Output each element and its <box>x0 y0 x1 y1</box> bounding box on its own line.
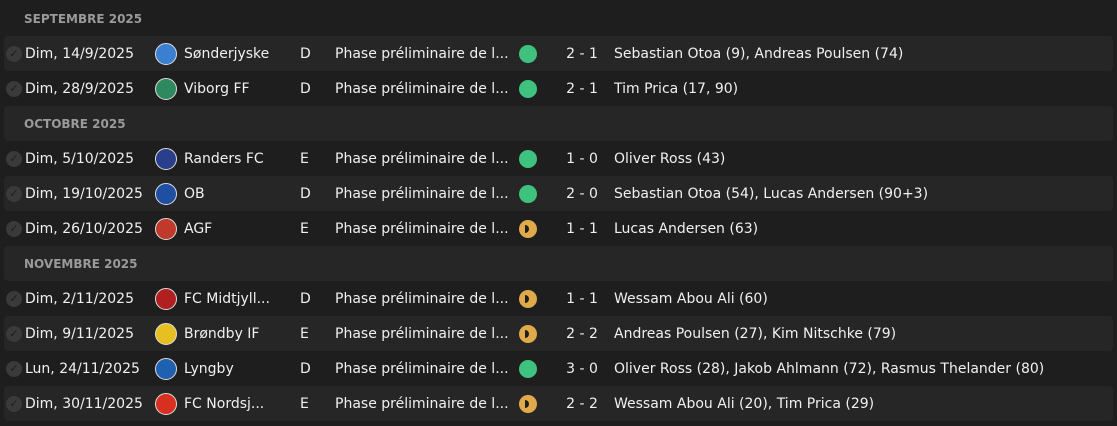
draw-result-icon <box>519 219 537 238</box>
venue: D <box>300 80 311 97</box>
scorers: Wessam Abou Ali (20), Tim Prica (29) <box>614 395 875 412</box>
venue: D <box>300 45 311 62</box>
check-icon: ✓ <box>6 185 22 202</box>
competition[interactable]: Phase préliminaire de l... <box>335 185 509 202</box>
scorers: Andreas Poulsen (27), Kim Nitschke (79) <box>614 325 897 342</box>
score[interactable]: 2 - 0 <box>566 185 598 202</box>
scorers: Sebastian Otoa (54), Lucas Andersen (90+… <box>614 185 929 202</box>
win-result-icon <box>519 44 537 63</box>
match-date: Lun, 24/11/2025 <box>25 360 140 377</box>
score[interactable]: 2 - 1 <box>566 80 598 97</box>
scorers: Oliver Ross (43) <box>614 150 726 167</box>
team-crest-icon <box>155 182 177 205</box>
score[interactable]: 2 - 2 <box>566 325 598 342</box>
score[interactable]: 3 - 0 <box>566 360 598 377</box>
team-crest-icon <box>155 217 177 240</box>
win-result-icon <box>519 184 537 203</box>
venue: D <box>300 185 311 202</box>
score[interactable]: 2 - 2 <box>566 395 598 412</box>
check-icon: ✓ <box>6 290 22 307</box>
venue: D <box>300 360 311 377</box>
month-header: SEPTEMBRE 2025 <box>24 11 143 26</box>
month-header: NOVEMBRE 2025 <box>4 246 1113 281</box>
opponent-name[interactable]: Randers FC <box>184 150 264 167</box>
opponent-name[interactable]: Brøndby IF <box>184 325 260 342</box>
match-date: Dim, 26/10/2025 <box>25 220 143 237</box>
win-result-icon <box>519 359 537 378</box>
match-date: Dim, 28/9/2025 <box>25 80 134 97</box>
team-crest-icon <box>155 357 177 380</box>
match-date: Dim, 30/11/2025 <box>25 395 143 412</box>
draw-result-icon <box>519 394 537 413</box>
team-crest-icon <box>155 392 177 415</box>
match-date: Dim, 19/10/2025 <box>25 185 143 202</box>
match-row[interactable]: ✓ Dim, 14/9/2025 Sønderjyske D Phase pré… <box>4 36 1113 71</box>
opponent-name[interactable]: FC Nordsj... <box>184 395 265 412</box>
venue: E <box>300 220 309 237</box>
score[interactable]: 2 - 1 <box>566 45 598 62</box>
check-icon: ✓ <box>6 360 22 377</box>
match-row[interactable]: ✓ Lun, 24/11/2025 Lyngby D Phase prélimi… <box>4 351 1113 386</box>
check-icon: ✓ <box>6 220 22 237</box>
team-crest-icon <box>155 42 177 65</box>
check-icon: ✓ <box>6 150 22 167</box>
win-result-icon <box>519 79 537 98</box>
match-row[interactable]: ✓ Dim, 19/10/2025 OB D Phase préliminair… <box>4 176 1113 211</box>
competition[interactable]: Phase préliminaire de l... <box>335 150 509 167</box>
match-date: Dim, 14/9/2025 <box>25 45 134 62</box>
venue: E <box>300 150 309 167</box>
score[interactable]: 1 - 1 <box>566 220 598 237</box>
scorers: Lucas Andersen (63) <box>614 220 759 237</box>
venue: E <box>300 325 309 342</box>
score[interactable]: 1 - 0 <box>566 150 598 167</box>
opponent-name[interactable]: Viborg FF <box>184 80 250 97</box>
check-icon: ✓ <box>6 395 22 412</box>
match-row[interactable]: ✓ Dim, 9/11/2025 Brøndby IF E Phase prél… <box>4 316 1113 351</box>
scorers: Oliver Ross (28), Jakob Ahlmann (72), Ra… <box>614 360 1045 377</box>
match-date: Dim, 9/11/2025 <box>25 325 134 342</box>
opponent-name[interactable]: AGF <box>184 220 213 237</box>
opponent-name[interactable]: Lyngby <box>184 360 234 377</box>
scorers: Tim Prica (17, 90) <box>614 80 739 97</box>
draw-result-icon <box>519 324 537 343</box>
match-date: Dim, 5/10/2025 <box>25 150 134 167</box>
check-icon: ✓ <box>6 325 22 342</box>
competition[interactable]: Phase préliminaire de l... <box>335 290 509 307</box>
opponent-name[interactable]: Sønderjyske <box>184 45 270 62</box>
win-result-icon <box>519 149 537 168</box>
month-header: OCTOBRE 2025 <box>4 106 1113 141</box>
match-row[interactable]: ✓ Dim, 2/11/2025 FC Midtjyll... D Phase … <box>4 281 1113 316</box>
check-icon: ✓ <box>6 45 22 62</box>
match-row[interactable]: ✓ Dim, 5/10/2025 Randers FC E Phase prél… <box>4 141 1113 176</box>
match-row[interactable]: ✓ Dim, 30/11/2025 FC Nordsj... E Phase p… <box>4 386 1113 421</box>
check-icon: ✓ <box>6 80 22 97</box>
draw-result-icon <box>519 289 537 308</box>
team-crest-icon <box>155 287 177 310</box>
team-crest-icon <box>155 77 177 100</box>
team-crest-icon <box>155 322 177 345</box>
competition[interactable]: Phase préliminaire de l... <box>335 360 509 377</box>
team-crest-icon <box>155 147 177 170</box>
opponent-name[interactable]: FC Midtjyll... <box>184 290 270 307</box>
opponent-name[interactable]: OB <box>184 185 205 202</box>
venue: E <box>300 395 309 412</box>
scorers: Wessam Abou Ali (60) <box>614 290 768 307</box>
scorers: Sebastian Otoa (9), Andreas Poulsen (74) <box>614 45 904 62</box>
match-date: Dim, 2/11/2025 <box>25 290 134 307</box>
competition[interactable]: Phase préliminaire de l... <box>335 220 509 237</box>
competition[interactable]: Phase préliminaire de l... <box>335 45 509 62</box>
competition[interactable]: Phase préliminaire de l... <box>335 80 509 97</box>
match-row[interactable]: ✓ Dim, 26/10/2025 AGF E Phase préliminai… <box>4 211 1113 246</box>
competition[interactable]: Phase préliminaire de l... <box>335 395 509 412</box>
score[interactable]: 1 - 1 <box>566 290 598 307</box>
match-row[interactable]: ✓ Dim, 28/9/2025 Viborg FF D Phase préli… <box>4 71 1113 106</box>
venue: D <box>300 290 311 307</box>
competition[interactable]: Phase préliminaire de l... <box>335 325 509 342</box>
